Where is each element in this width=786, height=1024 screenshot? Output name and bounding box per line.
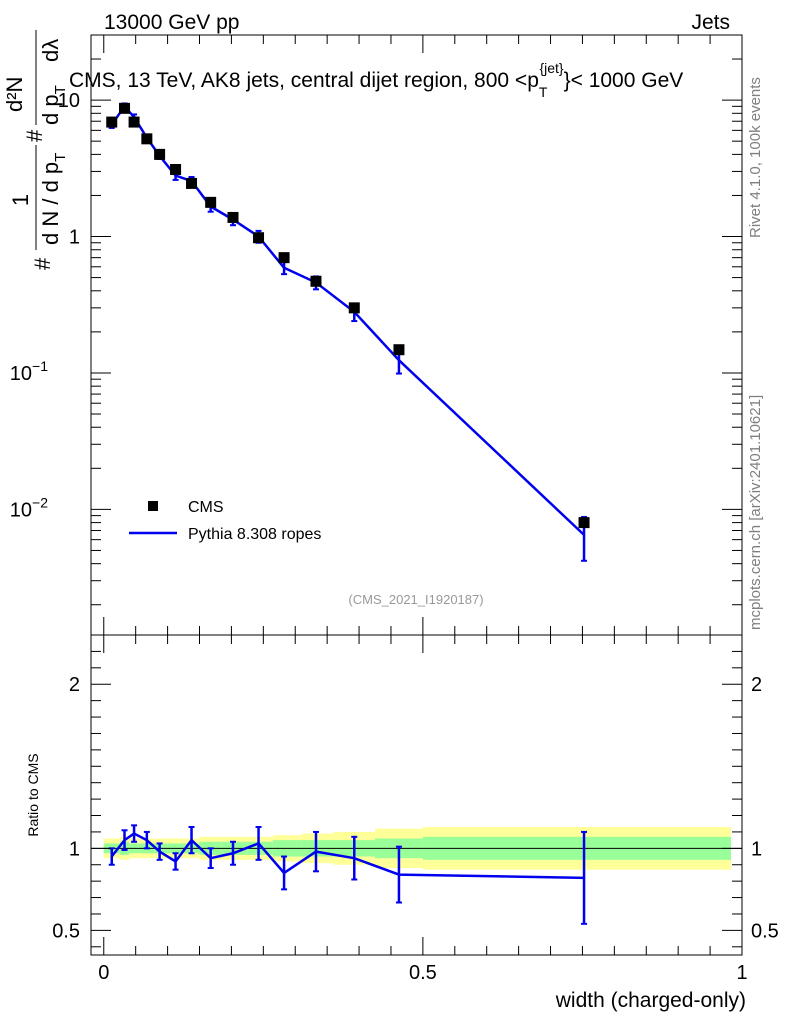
cms-data-point bbox=[128, 116, 140, 128]
cms-data-point bbox=[578, 517, 590, 529]
x-axis-label: width (charged-only) bbox=[555, 989, 746, 1012]
mc-series-line bbox=[110, 104, 585, 536]
legend: CMS Pythia 8.308 ropes bbox=[129, 499, 321, 543]
legend-cms-marker bbox=[148, 501, 158, 511]
ratio-ytick-label-right: 2 bbox=[751, 674, 762, 696]
ylabel-one: 1 bbox=[8, 194, 33, 206]
title-main: CMS, 13 TeV, AK8 jets, central dijet reg… bbox=[69, 69, 539, 92]
x-axis-ticks: 0 0.5 1 bbox=[98, 35, 748, 984]
ratio-ytick-label-left: 0.5 bbox=[52, 920, 80, 942]
title-sup: {jet} bbox=[539, 60, 563, 76]
ratio-ytick-label-right: 0.5 bbox=[751, 920, 779, 942]
cms-data-point bbox=[253, 232, 265, 244]
ylabel-hash-1: # bbox=[30, 257, 55, 270]
ratio-panel: 0.5 0.5 1 1 2 2 bbox=[52, 634, 779, 956]
ratio-frame bbox=[90, 634, 743, 956]
xtick-label: 0.5 bbox=[409, 962, 437, 984]
xtick-label: 1 bbox=[736, 962, 747, 984]
ratio-ytick-label-right: 1 bbox=[751, 838, 762, 860]
main-ytick-label: 10−1 bbox=[10, 358, 48, 385]
ylabel-dn: d N / d pT bbox=[38, 153, 69, 245]
title-sub: T bbox=[539, 84, 548, 100]
ylabel-d2n: d²N bbox=[2, 77, 27, 112]
main-ytick-label: 10−2 bbox=[10, 494, 48, 521]
cms-data-point bbox=[393, 344, 405, 356]
cms-data-point bbox=[205, 196, 217, 208]
cms-data-points bbox=[106, 102, 590, 529]
cms-data-point bbox=[186, 177, 198, 189]
ratio-series-line bbox=[110, 832, 585, 880]
ratio-ylabel: Ratio to CMS bbox=[25, 753, 41, 836]
header-process: Jets bbox=[691, 11, 730, 34]
analysis-id: (CMS_2021_I1920187) bbox=[348, 592, 483, 607]
ratio-ytick-label-left: 2 bbox=[69, 674, 80, 696]
xtick-label: 0 bbox=[98, 962, 109, 984]
cms-data-point bbox=[348, 302, 360, 314]
cms-data-point bbox=[154, 148, 166, 160]
cms-data-point bbox=[310, 275, 322, 287]
cms-data-point bbox=[119, 102, 131, 114]
main-axis-ticks: 10−210−1110102 bbox=[10, 34, 742, 606]
ylabel-hash-2: # bbox=[22, 129, 47, 142]
legend-cms-label: CMS bbox=[188, 499, 224, 516]
rivet-version-label: Rivet 4.1.0, 100k events bbox=[747, 77, 764, 238]
cms-data-point bbox=[106, 116, 118, 128]
title-tail: }< 1000 GeV bbox=[564, 69, 684, 92]
header-collision: 13000 GeV pp bbox=[104, 11, 239, 34]
main-ytick-label: 1 bbox=[69, 227, 80, 249]
cms-data-point bbox=[227, 211, 239, 223]
legend-mc-label: Pythia 8.308 ropes bbox=[188, 526, 321, 543]
mcplots-label: mcplots.cern.ch [arXiv:2401.10621] bbox=[747, 395, 764, 630]
cms-data-point bbox=[170, 163, 182, 175]
ylabel-dpt: d pT bbox=[38, 85, 69, 125]
ratio-ytick-label-left: 1 bbox=[69, 838, 80, 860]
main-panel: 10−210−1110102 (CMS_2021_I1920187) bbox=[10, 34, 743, 636]
cms-data-point bbox=[141, 133, 153, 145]
main-ytick-label: 10 bbox=[58, 90, 80, 112]
ylabel-dlambda: dλ bbox=[38, 39, 63, 62]
main-frame bbox=[90, 34, 743, 636]
ratio-axis-ticks: 0.5 0.5 1 1 2 2 bbox=[52, 650, 779, 948]
main-ylabel: # 1 d N / d pT # d²N d pT dλ bbox=[2, 30, 69, 270]
cms-data-point bbox=[278, 252, 290, 264]
chart-title: CMS, 13 TeV, AK8 jets, central dijet reg… bbox=[69, 60, 683, 100]
